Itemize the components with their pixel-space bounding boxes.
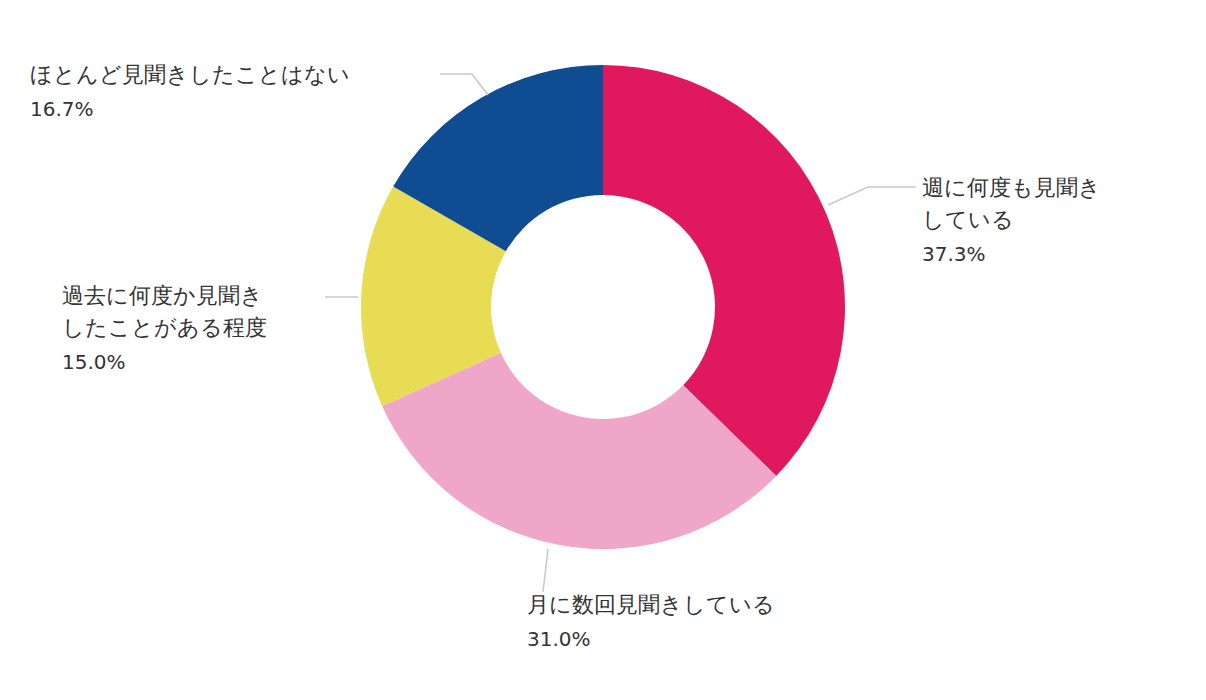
category-label: ほとんど見聞きしたことはない bbox=[30, 62, 350, 87]
labels: 週に何度も見聞きしている 37.3% 月に数回見聞きしている 31.0% 過去に何度か見… bbox=[30, 62, 1101, 651]
value-label: 16.7% bbox=[30, 97, 94, 121]
value-label: 37.3% bbox=[922, 242, 986, 266]
category-label: 過去に何度か見聞きしたことがある程度 bbox=[62, 283, 267, 340]
leader-line bbox=[325, 296, 358, 298]
category-label: 週に何度も見聞きしている bbox=[922, 175, 1101, 232]
chart: 週に何度も見聞きしている 37.3% 月に数回見聞きしている 31.0% 過去に何度か見… bbox=[0, 0, 1206, 700]
value-label: 15.0% bbox=[62, 350, 126, 374]
category-label: 月に数回見聞きしている bbox=[527, 592, 775, 617]
slice bbox=[393, 65, 603, 251]
leader-line bbox=[828, 187, 916, 205]
chart-container: 週に何度も見聞きしている 37.3% 月に数回見聞きしている 31.0% 過去に何度か見… bbox=[0, 0, 1206, 700]
slices bbox=[361, 65, 845, 549]
slice bbox=[382, 353, 776, 549]
leader-line bbox=[543, 549, 548, 592]
value-label: 31.0% bbox=[527, 627, 591, 651]
leader-line bbox=[440, 74, 488, 95]
